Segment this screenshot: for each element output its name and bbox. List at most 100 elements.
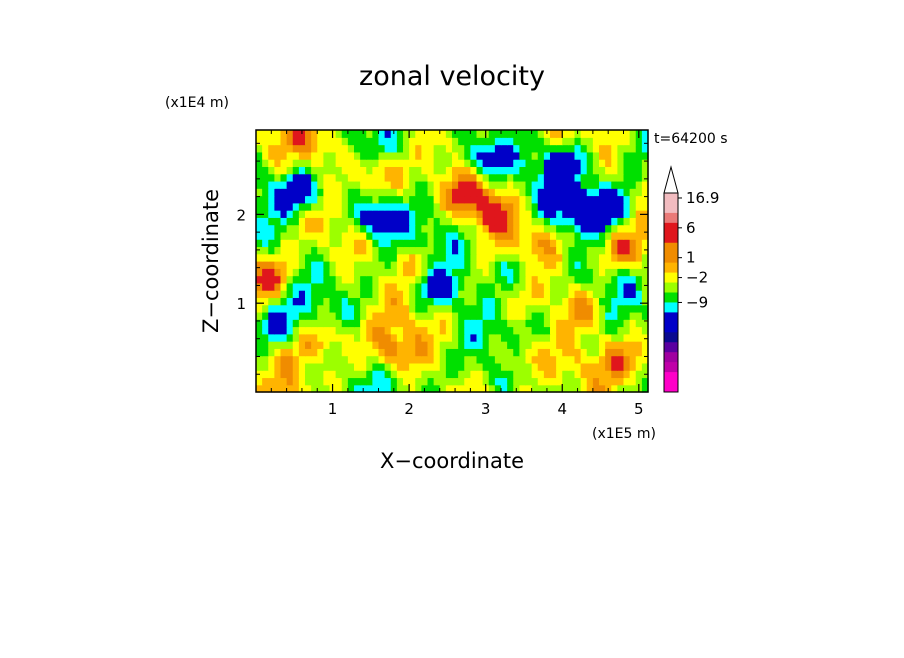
colorbar-label: −2 — [686, 269, 708, 287]
heatmap-cell — [268, 370, 275, 379]
heatmap-cell — [641, 137, 649, 146]
heatmap-cell — [323, 217, 331, 226]
heatmap-cell — [592, 377, 600, 386]
heatmap-cell — [525, 290, 533, 298]
heatmap-cell — [298, 319, 306, 328]
heatmap-cell — [323, 210, 331, 218]
heatmap-cell — [280, 180, 288, 189]
heatmap-cell — [586, 297, 594, 306]
heatmap-cell — [335, 159, 343, 167]
heatmap-cell — [415, 253, 422, 262]
heatmap-cell — [537, 348, 545, 357]
heatmap-cell — [599, 188, 606, 197]
heatmap-cell — [531, 370, 539, 379]
heatmap-cell — [592, 246, 600, 255]
heatmap-cell — [433, 370, 441, 379]
heatmap-cell — [280, 188, 288, 197]
heatmap-cell — [305, 217, 312, 226]
heatmap-cell — [507, 239, 514, 248]
heatmap-cell — [635, 355, 643, 364]
heatmap-cell — [341, 377, 349, 386]
heatmap-cell — [433, 261, 441, 269]
heatmap-cell — [470, 297, 478, 306]
heatmap-cell — [268, 210, 275, 218]
heatmap-cell — [262, 341, 269, 349]
heatmap-cell — [592, 188, 600, 197]
heatmap-cell — [519, 326, 527, 335]
heatmap-cell — [568, 341, 576, 349]
heatmap-cell — [378, 282, 386, 291]
heatmap-cell — [378, 253, 386, 262]
heatmap-cell — [305, 173, 312, 182]
heatmap-cell — [256, 290, 263, 298]
heatmap-cell — [347, 384, 355, 393]
heatmap-cell — [513, 333, 520, 342]
heatmap-cell — [611, 144, 618, 153]
heatmap-cell — [519, 173, 527, 182]
heatmap-cell — [543, 290, 551, 298]
heatmap-cell — [347, 377, 355, 386]
heatmap-cell — [635, 290, 643, 298]
heatmap-cell — [531, 130, 539, 138]
heatmap-cell — [384, 246, 392, 255]
x-tick-label: 2 — [404, 400, 414, 418]
heatmap-cell — [280, 159, 288, 167]
heatmap-cell — [586, 384, 594, 393]
heatmap-cell — [476, 217, 484, 226]
heatmap-cell — [360, 202, 367, 211]
heatmap-cell — [488, 231, 496, 240]
heatmap-cell — [488, 253, 496, 262]
y-axis-title: Z−coordinate — [199, 189, 223, 333]
heatmap-cell — [372, 246, 380, 255]
heatmap-cell — [286, 384, 294, 393]
heatmap-cell — [274, 253, 282, 262]
heatmap-cell — [580, 311, 588, 320]
heatmap-cell — [390, 159, 398, 167]
heatmap-cell — [311, 275, 318, 284]
heatmap-cell — [347, 217, 355, 226]
heatmap-cell — [605, 311, 612, 320]
heatmap-cell — [415, 261, 422, 269]
heatmap-cell — [580, 377, 588, 386]
heatmap-cell — [427, 239, 435, 248]
heatmap-cell — [476, 144, 484, 153]
heatmap-cell — [329, 311, 337, 320]
heatmap-cell — [617, 319, 625, 328]
heatmap-cell — [641, 333, 649, 342]
heatmap-cell — [415, 348, 422, 357]
heatmap-cell — [268, 377, 275, 386]
heatmap-cell — [550, 377, 557, 386]
heatmap-cell — [537, 333, 545, 342]
heatmap-cell — [311, 341, 318, 349]
heatmap-cell — [317, 370, 324, 379]
heatmap-cell — [629, 304, 637, 313]
heatmap-cell — [525, 180, 533, 189]
heatmap-cell — [464, 188, 471, 197]
heatmap-cell — [470, 348, 478, 357]
heatmap-cell — [641, 348, 649, 357]
heatmap-cell — [611, 370, 618, 379]
heatmap-cell — [531, 319, 539, 328]
heatmap-cell — [311, 268, 318, 277]
heatmap-cell — [384, 151, 392, 160]
heatmap-cell — [501, 151, 508, 160]
heatmap-cell — [580, 370, 588, 379]
heatmap-cell — [562, 217, 569, 226]
heatmap-cell — [550, 341, 557, 349]
heatmap-cell — [274, 130, 282, 138]
heatmap-cell — [592, 326, 600, 335]
heatmap-cell — [501, 384, 508, 393]
heatmap-cell — [323, 180, 331, 189]
heatmap-cell — [574, 188, 582, 197]
heatmap-cell — [586, 217, 594, 226]
heatmap-cell — [550, 311, 557, 320]
heatmap-cell — [274, 304, 282, 313]
heatmap-cell — [476, 151, 484, 160]
heatmap-cell — [592, 195, 600, 204]
heatmap-cell — [519, 290, 527, 298]
heatmap-cell — [341, 290, 349, 298]
heatmap-cell — [531, 239, 539, 248]
heatmap-cell — [543, 188, 551, 197]
heatmap-cell — [452, 195, 459, 204]
